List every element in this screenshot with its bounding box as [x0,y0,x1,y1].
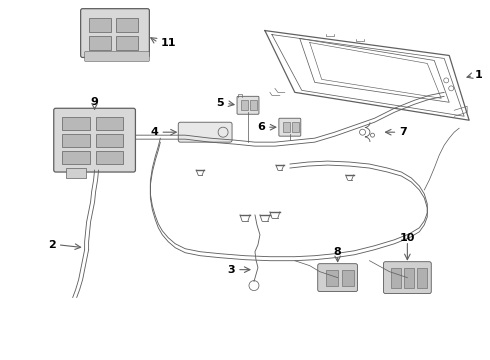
Text: 3: 3 [227,265,235,275]
Bar [62,151,90,164]
Bar [96,134,123,147]
Bar [404,268,415,288]
Text: 2: 2 [48,240,56,250]
Text: 10: 10 [400,233,415,243]
Bar [66,168,86,178]
Bar [89,18,111,32]
FancyBboxPatch shape [237,96,259,114]
Bar [117,36,138,50]
Text: 1: 1 [475,71,483,80]
Text: 9: 9 [91,97,98,107]
FancyBboxPatch shape [54,108,135,172]
FancyBboxPatch shape [384,262,431,293]
Text: 4: 4 [150,127,158,137]
Bar [96,151,123,164]
FancyBboxPatch shape [85,51,149,62]
Text: 7: 7 [399,127,407,137]
Text: 5: 5 [217,98,224,108]
Bar [342,270,354,285]
Bar [292,122,299,132]
Bar [241,100,248,110]
Bar [417,268,427,288]
FancyBboxPatch shape [279,118,301,136]
Text: 6: 6 [257,122,265,132]
FancyBboxPatch shape [81,9,149,58]
Bar [96,117,123,130]
Bar [62,134,90,147]
Bar [62,117,90,130]
Bar [326,270,338,285]
Bar [117,18,138,32]
Bar [250,100,257,110]
Bar [283,122,290,132]
Bar [392,268,401,288]
FancyBboxPatch shape [318,264,358,292]
Bar [89,36,111,50]
Text: 11: 11 [160,37,176,48]
FancyBboxPatch shape [178,122,232,142]
Text: 8: 8 [334,247,342,257]
